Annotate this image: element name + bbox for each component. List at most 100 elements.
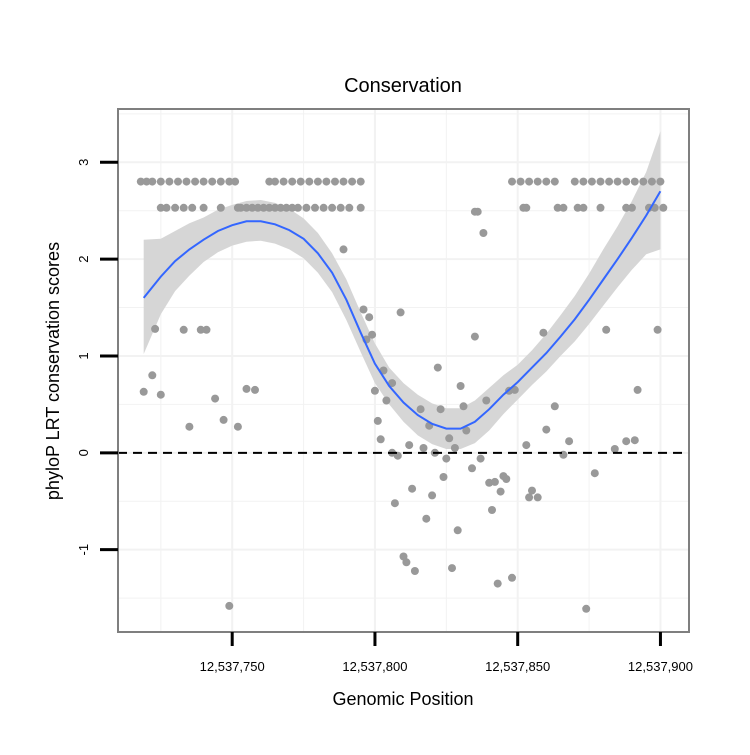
data-point xyxy=(236,203,245,212)
data-point xyxy=(550,402,559,411)
data-point xyxy=(510,385,519,394)
data-point xyxy=(382,396,391,405)
data-point xyxy=(271,203,279,212)
data-point xyxy=(370,386,379,395)
data-point xyxy=(639,177,648,186)
data-point xyxy=(313,177,322,186)
data-point xyxy=(311,203,319,212)
data-point xyxy=(191,177,200,186)
data-point xyxy=(242,384,251,393)
data-point xyxy=(331,177,339,186)
data-point xyxy=(179,325,188,334)
data-point xyxy=(525,493,534,502)
data-point xyxy=(542,177,551,186)
data-point xyxy=(405,441,414,450)
data-point xyxy=(490,477,499,486)
data-point xyxy=(479,229,488,237)
data-point xyxy=(305,177,314,186)
data-point xyxy=(356,203,365,212)
data-point xyxy=(573,203,582,212)
data-point xyxy=(242,203,251,212)
data-point xyxy=(416,405,425,414)
data-point xyxy=(208,177,217,186)
y-tick-label: 3 xyxy=(76,159,91,166)
data-point xyxy=(550,177,559,186)
data-point xyxy=(422,514,431,523)
data-point xyxy=(559,203,568,212)
data-point xyxy=(610,445,619,453)
data-point xyxy=(179,203,188,212)
data-point xyxy=(162,203,171,212)
data-point xyxy=(319,203,328,212)
y-tick-label: 2 xyxy=(76,255,91,262)
x-tick-label: 12,537,900 xyxy=(628,659,693,674)
data-point xyxy=(462,426,471,435)
data-point xyxy=(579,203,588,212)
data-point xyxy=(219,415,228,424)
data-point xyxy=(533,493,542,502)
data-point xyxy=(211,394,220,403)
data-point xyxy=(288,177,297,186)
data-point xyxy=(630,436,639,445)
data-point xyxy=(439,473,448,481)
data-point xyxy=(622,177,631,186)
data-point xyxy=(473,207,482,216)
data-point xyxy=(508,177,516,186)
x-tick-label: 12,537,800 xyxy=(342,659,407,674)
data-point xyxy=(428,491,437,500)
data-point xyxy=(225,601,234,610)
data-point xyxy=(533,177,542,186)
data-point xyxy=(450,444,459,452)
data-point xyxy=(528,486,536,495)
y-tick-label: -1 xyxy=(76,544,91,556)
data-point xyxy=(542,425,551,434)
data-point xyxy=(502,475,511,483)
data-point xyxy=(436,405,445,414)
data-point xyxy=(293,203,302,212)
data-point xyxy=(622,437,631,446)
data-point xyxy=(373,416,382,425)
smooth-line-layer xyxy=(142,190,662,430)
data-point xyxy=(433,363,442,372)
data-point xyxy=(345,203,354,212)
data-point xyxy=(627,203,636,212)
data-point xyxy=(647,177,656,186)
data-point xyxy=(188,203,197,212)
data-point xyxy=(216,177,225,186)
data-point xyxy=(253,203,262,212)
data-point xyxy=(259,203,268,212)
data-point xyxy=(633,385,642,394)
data-point xyxy=(596,203,605,212)
data-point xyxy=(596,177,605,186)
data-point xyxy=(470,332,479,341)
data-point xyxy=(225,177,234,186)
data-point xyxy=(448,564,456,573)
data-point xyxy=(182,177,191,186)
data-point xyxy=(339,245,348,254)
data-point xyxy=(216,203,225,212)
data-point xyxy=(165,177,174,186)
data-point xyxy=(296,177,305,186)
x-axis: 12,537,750 12,537,800 12,537,850 12,537,900 xyxy=(200,632,693,674)
data-point xyxy=(356,177,365,186)
data-point xyxy=(359,305,368,314)
data-point xyxy=(445,434,454,443)
data-point xyxy=(248,203,257,212)
data-point xyxy=(279,177,288,186)
data-point xyxy=(390,499,399,508)
data-point xyxy=(336,203,345,212)
data-point xyxy=(613,177,622,186)
data-point xyxy=(142,177,151,186)
x-axis-label: Genomic Position xyxy=(332,689,473,709)
data-point xyxy=(151,324,160,333)
data-point xyxy=(442,454,451,463)
data-point xyxy=(376,435,385,444)
y-axis-label: phyloP LRT conservation scores xyxy=(43,242,63,500)
data-point xyxy=(493,579,502,588)
y-tick-label: 0 xyxy=(76,449,91,456)
y-axis: -1 0 1 2 3 xyxy=(76,159,118,556)
data-point xyxy=(288,203,297,212)
data-point xyxy=(482,396,491,405)
data-point xyxy=(525,177,534,186)
